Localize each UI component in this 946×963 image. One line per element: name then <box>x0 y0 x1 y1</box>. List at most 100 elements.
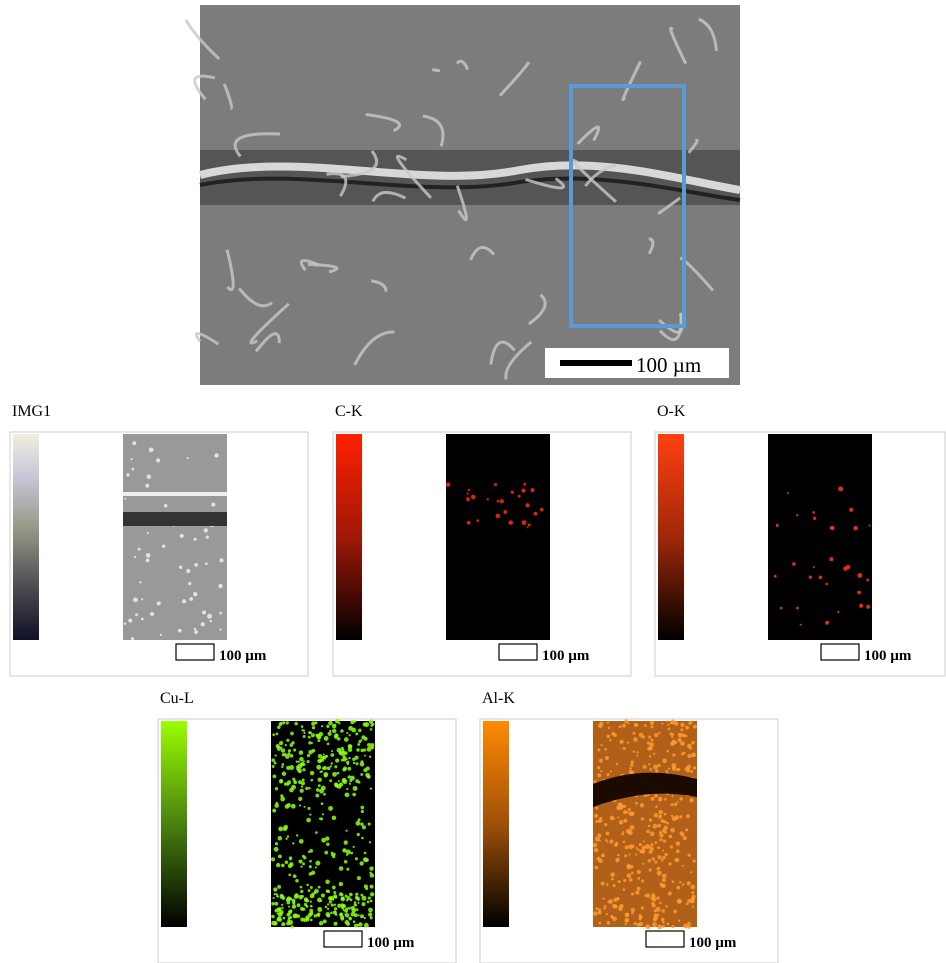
map-pixel <box>637 870 641 874</box>
map-pixel <box>617 816 619 818</box>
map-pixel <box>654 909 657 912</box>
map-pixel <box>193 592 197 596</box>
map-pixel <box>327 767 331 771</box>
map-pixel <box>635 853 637 855</box>
map-pixel <box>607 735 611 739</box>
map-pixel <box>271 857 275 861</box>
map-pixel <box>308 787 311 790</box>
map-pixel <box>656 896 660 900</box>
map-pixel <box>126 473 129 476</box>
map-pixel <box>681 752 684 755</box>
map-pixel <box>623 819 627 823</box>
map-pixel <box>680 741 685 746</box>
map-pixel <box>624 719 628 723</box>
map-pixel <box>291 785 296 790</box>
map-pixel <box>601 881 605 885</box>
map-pixel <box>604 748 607 751</box>
map-pixel <box>640 803 644 807</box>
map-pixel <box>849 508 853 512</box>
map-pixel <box>353 920 356 923</box>
map-pixel <box>314 914 317 917</box>
map-pixel <box>666 923 669 926</box>
map-pixel <box>645 844 650 849</box>
map-pixel <box>346 868 349 871</box>
map-pixel <box>651 893 654 896</box>
map-pixel <box>674 721 678 725</box>
map-pixel <box>281 763 284 766</box>
map-panel: IMG1100 µm <box>10 403 308 676</box>
map-pixel <box>661 918 664 921</box>
map-pixel <box>643 765 647 769</box>
map-pixel <box>809 575 812 578</box>
map-pixel <box>352 758 355 761</box>
map-pixel <box>819 575 823 579</box>
map-pixel <box>369 755 371 757</box>
map-pixel <box>341 751 346 756</box>
map-pixel <box>128 619 132 623</box>
map-pixel <box>595 907 598 910</box>
map-pixel <box>631 892 634 895</box>
map-pixel <box>307 754 310 757</box>
map-pixel <box>315 861 320 866</box>
map-pixel <box>690 898 695 903</box>
map-pixel <box>303 729 305 731</box>
map-pixel <box>606 831 610 835</box>
map-pixel <box>315 721 318 724</box>
map-pixel <box>301 785 303 787</box>
map-pixel <box>202 610 206 614</box>
map-pixel <box>668 862 671 865</box>
map-pixel <box>358 781 361 784</box>
map-pixel <box>354 720 357 723</box>
map-pixel <box>540 508 544 512</box>
map-pixel <box>305 917 309 921</box>
map-pixel <box>670 828 675 833</box>
map-pixel <box>825 583 828 586</box>
map-pixel <box>360 806 364 810</box>
map-pixel <box>194 628 197 631</box>
map-pixel <box>690 770 693 773</box>
map-pixel <box>328 721 333 726</box>
map-pixel <box>281 864 285 868</box>
map-pixel <box>328 806 333 811</box>
map-pixel <box>625 913 630 918</box>
map-pixel <box>670 845 673 848</box>
map-pixel <box>609 739 612 742</box>
map-pixel <box>322 813 324 815</box>
map-pixel <box>194 563 198 567</box>
map-pixel <box>321 893 325 897</box>
map-pixel <box>355 732 358 735</box>
map-pixel <box>671 795 673 797</box>
color-bar <box>161 721 187 927</box>
map-pixel <box>627 722 629 724</box>
map-pixel <box>364 722 369 727</box>
map-pixel <box>857 573 862 578</box>
map-pixel <box>616 858 619 861</box>
map-pixel <box>275 802 278 805</box>
map-pixel <box>274 762 277 765</box>
map-pixel <box>219 612 222 615</box>
map-pixel <box>654 733 658 737</box>
map-pixel <box>674 802 678 806</box>
map-pixel <box>339 866 344 871</box>
map-pixel <box>837 611 839 613</box>
map-pixel <box>673 910 677 914</box>
map-pixel <box>317 739 320 742</box>
map-pixel <box>595 820 598 823</box>
map-pixel <box>616 763 619 766</box>
map-pixel <box>604 905 606 907</box>
map-pixel <box>334 904 336 906</box>
map-pixel <box>326 890 328 892</box>
map-pixel <box>275 755 277 757</box>
map-pixel <box>662 921 665 924</box>
map-pixel <box>598 922 601 925</box>
map-pixel <box>642 863 644 865</box>
map-pixel <box>652 857 655 860</box>
map-pixel <box>627 865 631 869</box>
map-pixel <box>300 866 302 868</box>
map-pixel <box>277 885 281 889</box>
map-pixel <box>607 722 609 724</box>
color-bar <box>658 434 684 640</box>
map-pixel <box>651 725 654 728</box>
panel-label: O-K <box>657 403 686 420</box>
map-pixel <box>363 857 368 862</box>
